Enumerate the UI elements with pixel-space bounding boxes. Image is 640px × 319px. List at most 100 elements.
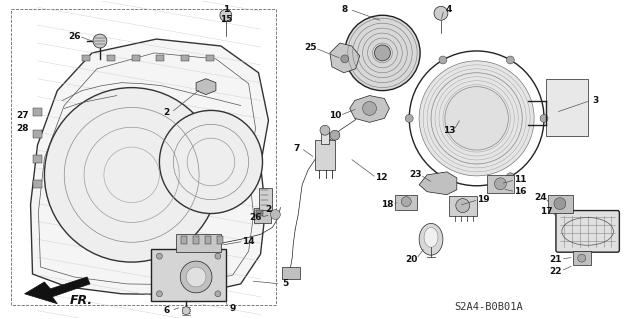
Bar xyxy=(181,55,189,61)
Bar xyxy=(205,236,211,244)
Bar xyxy=(156,55,164,61)
Circle shape xyxy=(374,45,390,61)
Text: 13: 13 xyxy=(443,126,455,135)
Circle shape xyxy=(456,199,470,212)
Ellipse shape xyxy=(424,227,438,247)
Polygon shape xyxy=(330,43,360,73)
Circle shape xyxy=(439,56,447,64)
Circle shape xyxy=(271,210,280,219)
Bar xyxy=(255,210,264,216)
Bar xyxy=(82,55,90,61)
Polygon shape xyxy=(24,277,90,304)
Text: 26: 26 xyxy=(68,32,81,41)
Text: 2: 2 xyxy=(266,205,271,214)
Text: 10: 10 xyxy=(329,111,341,120)
Circle shape xyxy=(330,130,340,140)
Circle shape xyxy=(506,173,515,181)
Text: FR.: FR. xyxy=(70,294,93,307)
Circle shape xyxy=(156,253,163,259)
Bar xyxy=(486,175,515,193)
Bar xyxy=(152,249,226,301)
Text: 7: 7 xyxy=(293,144,300,152)
Text: 23: 23 xyxy=(409,170,421,179)
Bar xyxy=(573,251,591,265)
Text: 25: 25 xyxy=(304,43,316,53)
Circle shape xyxy=(363,101,376,115)
Circle shape xyxy=(578,254,586,262)
Circle shape xyxy=(93,34,107,48)
Bar xyxy=(11,9,276,305)
Text: 19: 19 xyxy=(477,195,490,204)
Ellipse shape xyxy=(172,266,210,288)
Text: 24: 24 xyxy=(534,193,547,202)
Text: 5: 5 xyxy=(282,279,289,288)
Bar xyxy=(548,195,573,212)
Bar xyxy=(449,196,477,216)
Bar xyxy=(33,108,42,116)
Circle shape xyxy=(434,6,448,20)
Bar xyxy=(282,267,300,279)
Circle shape xyxy=(44,88,219,262)
Bar xyxy=(206,55,214,61)
Circle shape xyxy=(215,253,221,259)
FancyBboxPatch shape xyxy=(556,211,620,252)
Polygon shape xyxy=(196,79,216,94)
Text: 18: 18 xyxy=(381,200,394,209)
Polygon shape xyxy=(349,96,389,122)
Circle shape xyxy=(401,197,411,207)
Circle shape xyxy=(439,173,447,181)
Text: 15: 15 xyxy=(220,15,232,24)
Text: 22: 22 xyxy=(550,266,562,276)
Bar xyxy=(217,236,223,244)
Text: S2A4-B0B01A: S2A4-B0B01A xyxy=(454,302,523,312)
Circle shape xyxy=(554,198,566,210)
Bar xyxy=(396,195,417,210)
Bar xyxy=(546,79,588,136)
Bar xyxy=(321,132,329,144)
Text: 14: 14 xyxy=(243,237,255,246)
Text: 4: 4 xyxy=(445,5,452,14)
Circle shape xyxy=(495,178,506,190)
Text: 26: 26 xyxy=(250,213,262,222)
Circle shape xyxy=(419,61,534,176)
Text: 3: 3 xyxy=(593,96,598,105)
Text: 27: 27 xyxy=(16,111,29,120)
Circle shape xyxy=(180,261,212,293)
Circle shape xyxy=(341,55,349,63)
Ellipse shape xyxy=(165,261,217,293)
Bar xyxy=(132,55,140,61)
Circle shape xyxy=(540,115,548,122)
Text: 2: 2 xyxy=(163,108,170,117)
Text: 20: 20 xyxy=(405,255,417,263)
Circle shape xyxy=(159,110,262,213)
Text: 21: 21 xyxy=(550,255,562,263)
Bar xyxy=(253,208,271,223)
Circle shape xyxy=(345,15,420,91)
Bar xyxy=(259,188,273,210)
Text: 9: 9 xyxy=(230,304,236,313)
Bar xyxy=(33,155,42,163)
Bar xyxy=(107,55,115,61)
Text: 6: 6 xyxy=(163,306,170,315)
Circle shape xyxy=(445,87,508,150)
Text: 16: 16 xyxy=(514,187,527,196)
Bar xyxy=(315,140,335,170)
Circle shape xyxy=(186,267,206,287)
Bar xyxy=(193,236,199,244)
Circle shape xyxy=(506,56,515,64)
Circle shape xyxy=(182,307,190,315)
Bar xyxy=(33,130,42,138)
Bar xyxy=(181,236,187,244)
Text: 12: 12 xyxy=(375,173,388,182)
Text: 17: 17 xyxy=(540,207,552,216)
Circle shape xyxy=(220,9,232,21)
Bar xyxy=(176,234,221,252)
Ellipse shape xyxy=(419,223,443,255)
Text: 28: 28 xyxy=(17,124,29,133)
Text: 11: 11 xyxy=(514,175,527,184)
Circle shape xyxy=(156,291,163,297)
Bar xyxy=(33,180,42,188)
Polygon shape xyxy=(419,172,457,195)
Text: 8: 8 xyxy=(342,5,348,14)
Circle shape xyxy=(405,115,413,122)
